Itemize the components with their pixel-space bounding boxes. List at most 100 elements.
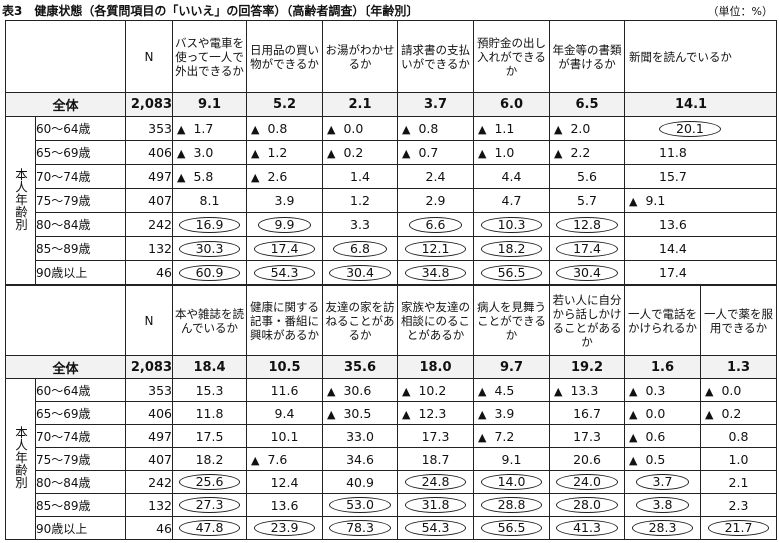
value-cell: 47.8 — [172, 516, 247, 540]
side-label-text: 本人年齢別 — [13, 426, 28, 489]
value-cell: ▲ 0.7 — [397, 140, 474, 165]
age-label: 80～84歳 — [35, 212, 126, 237]
value-cell: ▲ 0.8 — [246, 116, 323, 141]
value-text: 9.4 — [274, 405, 295, 421]
row-n: 406 — [125, 140, 173, 165]
value-cell: 2.3 — [700, 493, 777, 517]
value-cell: ▲ 0.6 — [624, 424, 701, 448]
value-text: 1.2 — [267, 145, 288, 160]
age-label: 90歳以上 — [35, 516, 126, 540]
value-text: 20.6 — [573, 451, 601, 467]
table-row: 70～74歳 497 17.5 10.1 33.0 17.3 ▲ 7.2 17.3 ▲ 0.6 0.8 — [6, 424, 777, 448]
row-n: 407 — [125, 447, 173, 471]
decrease-marker-icon: ▲ — [478, 384, 487, 398]
decrease-marker-icon: ▲ — [251, 147, 260, 160]
value-text: 11.6 — [270, 382, 299, 398]
circled-value: 21.7 — [707, 520, 770, 536]
row-n: 353 — [125, 378, 173, 402]
value-cell: 18.2 — [172, 447, 247, 471]
value-text: 3.9 — [274, 193, 295, 208]
decrease-marker-icon: ▲ — [478, 407, 487, 421]
circled-value: 6.6 — [408, 216, 463, 233]
value-text: 34.6 — [346, 451, 374, 467]
age-label: 90歳以上 — [35, 260, 126, 285]
value-cell: 11.8 — [624, 140, 777, 165]
circled-value: 54.3 — [253, 264, 316, 281]
total-value: 35.6 — [322, 355, 398, 379]
total-value: 14.1 — [624, 92, 777, 117]
circled-value: 34.8 — [404, 264, 467, 281]
column-header: 請求書の支払いができるか — [397, 20, 474, 93]
value-cell: 1.4 — [322, 164, 398, 189]
circled-value: 30.4 — [329, 264, 391, 281]
header: 表3 健康状態（各質問項目の「いいえ」の回答率）（高齢者調査）〔年齢別〕 （単位… — [0, 0, 779, 20]
circled-value: 41.3 — [556, 520, 618, 536]
decrease-marker-icon: ▲ — [554, 147, 563, 160]
decrease-marker-icon: ▲ — [629, 430, 638, 444]
circled-value: 56.5 — [480, 264, 543, 281]
value-cell: 8.1 — [172, 188, 247, 213]
value-cell: 34.8 — [397, 260, 474, 285]
age-label: 85～89歳 — [35, 493, 126, 517]
value-text: 33.0 — [346, 428, 374, 444]
value-cell: 5.7 — [549, 188, 625, 213]
table-row: 65～69歳 406 11.8 9.4 ▲ 30.5 ▲ 12.3 ▲ 3.9 16.7 ▲ 0.0 ▲ 0… — [6, 401, 777, 425]
table-row: 80～84歳 242 25.6 12.4 40.9 24.8 14.0 24.0 3.7 2.1 — [6, 470, 777, 494]
decrease-marker-icon: ▲ — [402, 123, 411, 136]
table-row: 90歳以上 46 60.9 54.3 30.4 34.8 56.5 30.4 17.4 — [6, 260, 777, 285]
decrease-marker-icon: ▲ — [629, 384, 638, 398]
column-header: バスや電車を使って一人で外出できるか — [172, 20, 247, 93]
value-text: 10.2 — [418, 382, 447, 398]
value-cell: ▲ 0.8 — [397, 116, 474, 141]
column-header: 本や雑誌を読んでいるか — [172, 285, 247, 356]
total-value: 5.2 — [246, 92, 323, 117]
total-row: 全体 2,083 9.1 5.2 2.1 3.7 6.0 6.5 14.1 — [5, 92, 777, 117]
side-label: 本人年齢別 — [5, 378, 36, 540]
value-text: 5.6 — [577, 169, 597, 184]
decrease-marker-icon: ▲ — [705, 384, 714, 398]
age-label: 65～69歳 — [35, 401, 126, 425]
value-cell: 14.4 — [624, 236, 777, 261]
column-header: 若い人に自分から話しかけることがあるか — [549, 285, 625, 356]
decrease-marker-icon: ▲ — [251, 453, 260, 467]
total-value: 18.4 — [172, 355, 247, 379]
total-value: 10.5 — [246, 355, 323, 379]
value-text: 15.7 — [659, 169, 687, 184]
value-cell: ▲ 30.6 — [322, 378, 398, 402]
value-text: 3.3 — [350, 217, 370, 232]
value-cell: 78.3 — [322, 516, 398, 540]
decrease-marker-icon: ▲ — [327, 147, 336, 160]
value-cell: 6.8 — [322, 236, 398, 261]
total-value: 6.0 — [473, 92, 550, 117]
value-cell: ▲ 5.8 — [172, 164, 247, 189]
value-cell: 17.3 — [549, 424, 625, 448]
circled-value: 17.4 — [556, 240, 618, 257]
value-text: 5.7 — [577, 193, 597, 208]
value-text: 0.8 — [267, 121, 288, 136]
row-n: 242 — [125, 212, 173, 237]
value-cell: 4.7 — [473, 188, 550, 213]
value-text: 40.9 — [346, 474, 374, 490]
header-row: N バスや電車を使って一人で外出できるか 日用品の買い物ができるか お湯がわかせるか請… — [5, 20, 777, 93]
value-text: 13.6 — [659, 217, 687, 232]
value-text: 12.3 — [418, 405, 447, 421]
total-value: 1.3 — [700, 355, 777, 379]
value-cell: 13.6 — [246, 493, 323, 517]
value-text: 1.4 — [350, 169, 370, 184]
total-label: 全体 — [5, 355, 126, 379]
value-cell: 15.7 — [624, 164, 777, 189]
value-text: 0.0 — [343, 121, 364, 136]
table-row: 90歳以上 46 47.8 23.9 78.3 54.3 56.5 41.3 28.3 21.7 — [6, 516, 777, 540]
decrease-marker-icon: ▲ — [177, 147, 186, 160]
value-text: 17.3 — [421, 428, 450, 444]
value-text: 2.0 — [570, 121, 591, 136]
table-row: 85～89歳 132 27.3 13.6 53.0 31.8 28.8 28.0 3.8 2.3 — [6, 493, 777, 517]
value-text: 18.7 — [421, 451, 450, 467]
column-header: 年金等の書類が書けるか — [549, 20, 625, 93]
value-text: 18.2 — [195, 451, 224, 467]
row-n: 46 — [125, 516, 173, 540]
value-text: 0.2 — [721, 405, 742, 421]
value-cell: 3.9 — [246, 188, 323, 213]
value-cell: 41.3 — [549, 516, 625, 540]
value-cell: 16.9 — [172, 212, 247, 237]
